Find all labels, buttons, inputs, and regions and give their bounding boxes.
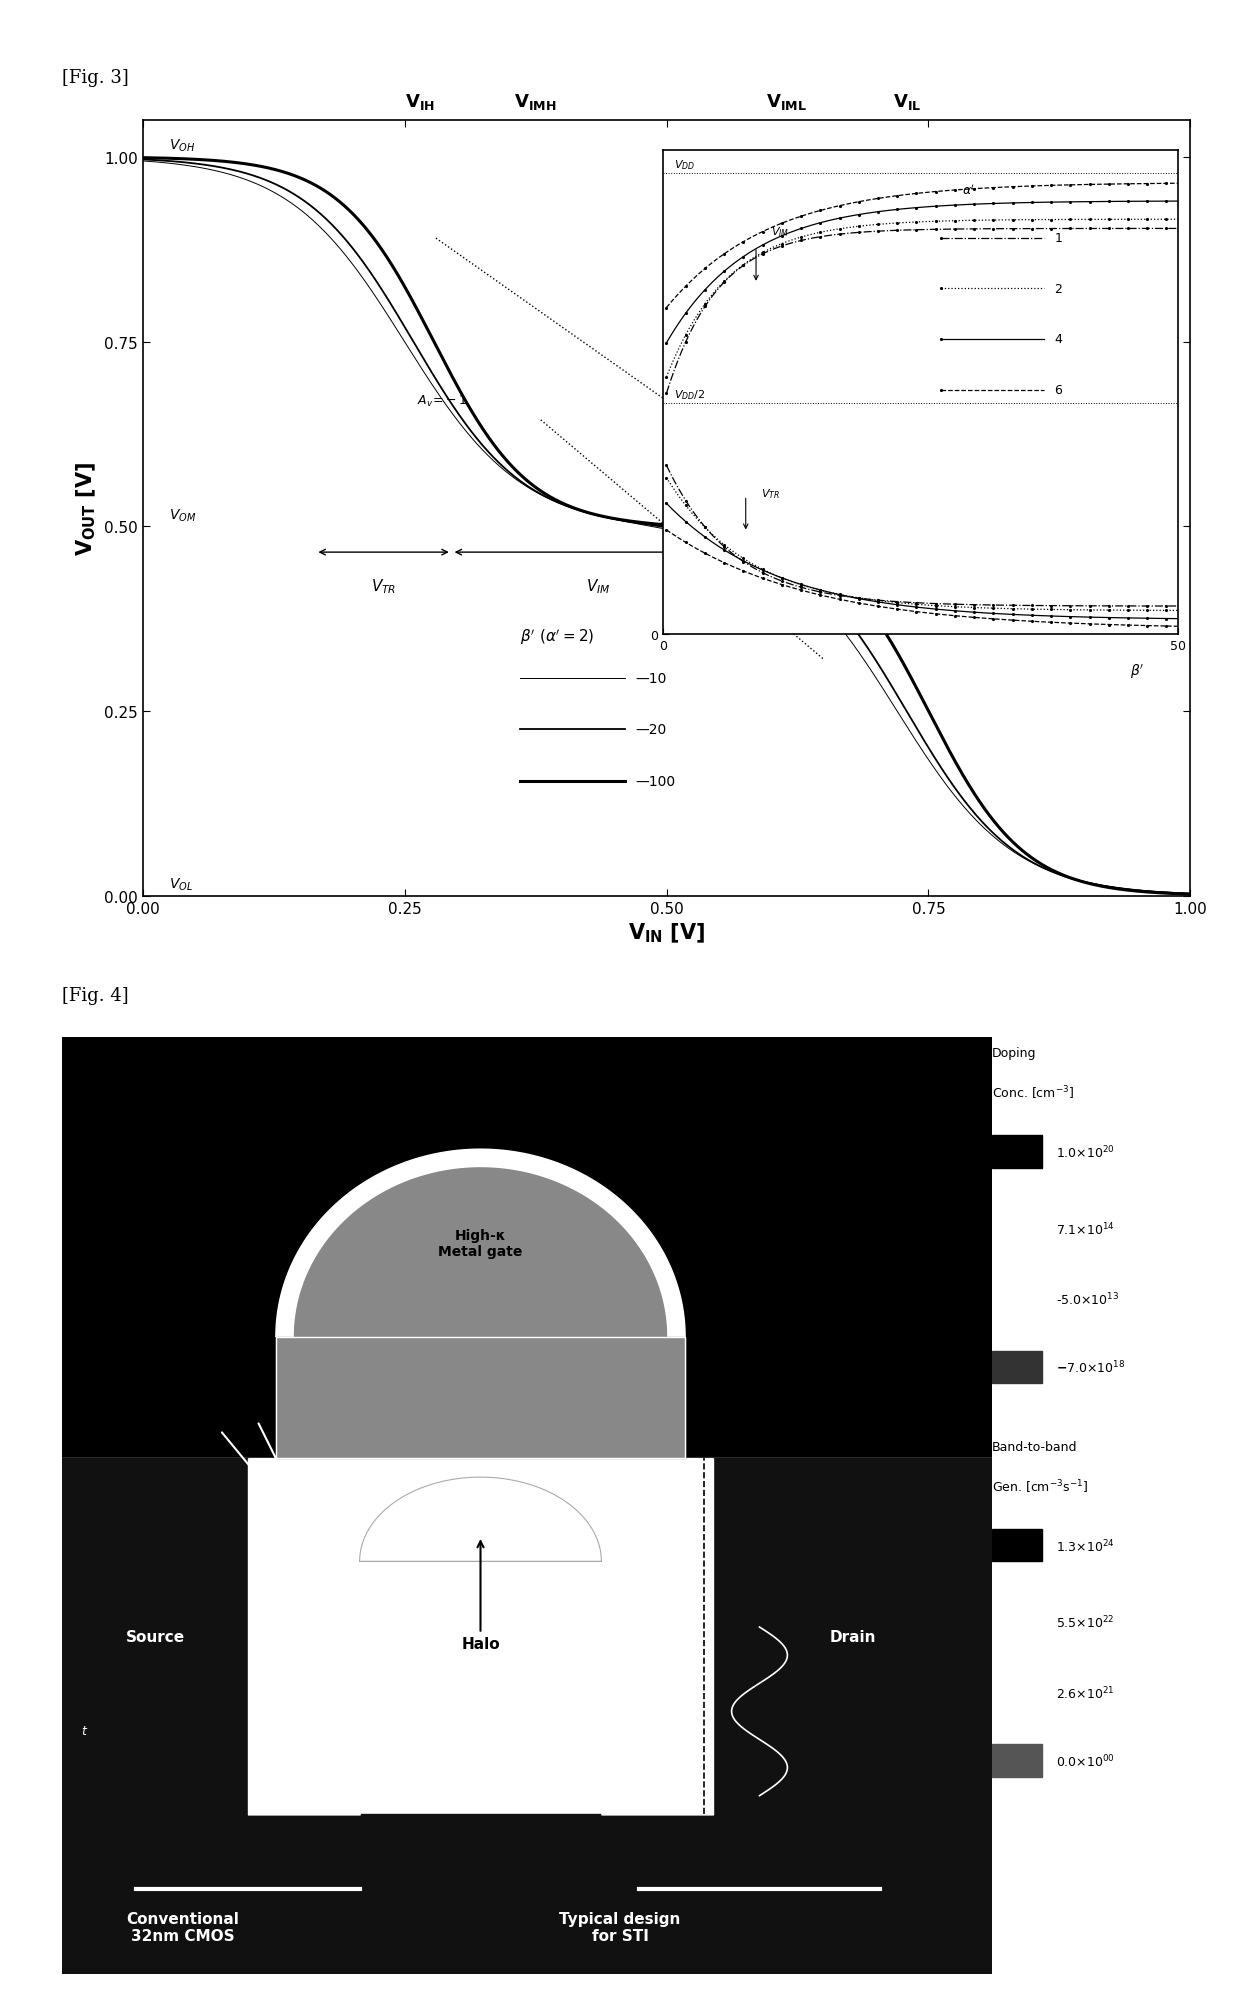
Y-axis label: $\mathbf{V_{OUT}}$ [V]: $\mathbf{V_{OUT}}$ [V]	[76, 461, 98, 556]
Bar	[992, 1136, 1043, 1168]
Polygon shape	[275, 1150, 684, 1337]
Text: 2.6$\times$10$^{21}$: 2.6$\times$10$^{21}$	[1056, 1684, 1115, 1702]
Text: $V_{IM}$: $V_{IM}$	[587, 578, 610, 596]
Text: $\mathbf{V_{IMH}}$: $\mathbf{V_{IMH}}$	[515, 93, 557, 113]
Text: 1.0$\times$10$^{20}$: 1.0$\times$10$^{20}$	[1056, 1144, 1115, 1160]
Text: Drain: Drain	[830, 1629, 875, 1643]
Bar	[62, 1458, 248, 1815]
Text: 7.1$\times$10$^{14}$: 7.1$\times$10$^{14}$	[1056, 1220, 1115, 1237]
Text: $t$: $t$	[81, 1724, 88, 1736]
Text: -5.0$\times$10$^{13}$: -5.0$\times$10$^{13}$	[1056, 1291, 1120, 1307]
Bar	[62, 1458, 992, 1815]
Text: $V_{OH}$: $V_{OH}$	[169, 137, 195, 153]
Text: $\mathbf{V_{IL}}$: $\mathbf{V_{IL}}$	[893, 93, 921, 113]
Text: $V_{TR}$: $V_{TR}$	[371, 578, 397, 596]
Text: $V_{OL}$: $V_{OL}$	[169, 876, 192, 892]
Bar	[992, 1351, 1043, 1384]
Text: 4: 4	[1054, 332, 1063, 346]
Text: 5.5$\times$10$^{22}$: 5.5$\times$10$^{22}$	[1056, 1615, 1115, 1631]
Text: —20: —20	[635, 723, 666, 737]
Polygon shape	[360, 1478, 601, 1561]
Text: $\alpha'$: $\alpha'$	[962, 183, 975, 197]
Bar	[713, 1458, 992, 1815]
X-axis label: $\mathbf{V_{IN}}$ [V]: $\mathbf{V_{IN}}$ [V]	[627, 922, 706, 945]
Text: $\mathbf{-}$7.0$\times$10$^{18}$: $\mathbf{-}$7.0$\times$10$^{18}$	[1056, 1359, 1126, 1376]
Polygon shape	[295, 1168, 667, 1337]
Text: 6: 6	[1054, 385, 1063, 397]
Text: $V_{IM}$: $V_{IM}$	[771, 226, 790, 238]
Text: Typical design
for STI: Typical design for STI	[559, 1911, 681, 1944]
Text: $A_v\!=\!-1$: $A_v\!=\!-1$	[417, 395, 467, 409]
Bar	[275, 1337, 684, 1458]
Text: High-κ
Metal gate: High-κ Metal gate	[438, 1229, 523, 1259]
Text: $V_{DD}/2$: $V_{DD}/2$	[673, 389, 704, 403]
Text: —100: —100	[635, 775, 676, 789]
Text: $\beta'\ (\alpha'=2)$: $\beta'\ (\alpha'=2)$	[520, 626, 594, 646]
Text: Source: Source	[125, 1629, 185, 1643]
Text: [Fig. 4]: [Fig. 4]	[62, 987, 129, 1005]
Text: 1: 1	[1054, 232, 1063, 246]
Text: [Fig. 3]: [Fig. 3]	[62, 68, 129, 87]
Text: Gen. [cm$^{-3}$s$^{-1}$]: Gen. [cm$^{-3}$s$^{-1}$]	[992, 1478, 1089, 1494]
Text: Doping: Doping	[992, 1047, 1037, 1059]
Bar	[275, 1337, 684, 1458]
Text: 1.3$\times$10$^{24}$: 1.3$\times$10$^{24}$	[1056, 1537, 1115, 1555]
Bar	[62, 1815, 992, 1974]
Bar	[992, 1744, 1043, 1776]
Text: 2: 2	[1054, 282, 1063, 296]
Text: $V_{OM}$: $V_{OM}$	[169, 508, 196, 524]
Text: $V_{TR}$: $V_{TR}$	[761, 487, 780, 501]
Text: $\mathbf{V_{IH}}$: $\mathbf{V_{IH}}$	[405, 93, 435, 113]
Text: $\mathbf{V_{IML}}$: $\mathbf{V_{IML}}$	[766, 93, 807, 113]
Text: —10: —10	[635, 671, 666, 685]
Text: $\beta'$: $\beta'$	[1130, 663, 1145, 681]
Text: Band-to-band: Band-to-band	[992, 1440, 1078, 1452]
Text: Conc. [cm$^{-3}$]: Conc. [cm$^{-3}$]	[992, 1084, 1074, 1102]
Bar	[992, 1529, 1043, 1561]
Text: Conventional
32nm CMOS: Conventional 32nm CMOS	[126, 1911, 239, 1944]
Text: 0.0$\times$10$^{00}$: 0.0$\times$10$^{00}$	[1056, 1752, 1115, 1770]
Text: Halo: Halo	[461, 1541, 500, 1651]
Text: $V_{DD}$: $V_{DD}$	[673, 157, 694, 171]
